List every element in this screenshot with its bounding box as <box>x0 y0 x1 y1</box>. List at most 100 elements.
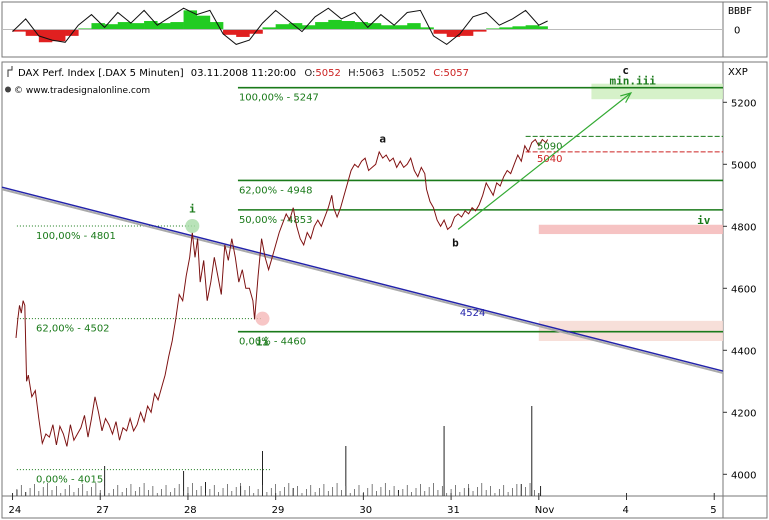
oscillator-bar-negative <box>446 29 461 37</box>
close-value: 5057 <box>444 68 469 79</box>
downtrend-line: 4524 <box>1 186 724 375</box>
oscillator-bar-positive <box>144 21 158 30</box>
x-axis: 24 27 28 29 30 31 Nov 4 5 <box>9 505 717 516</box>
oscillator-bar-negative <box>473 29 487 32</box>
oscillator-bar-positive <box>354 22 369 30</box>
open-value: 5052 <box>315 68 340 79</box>
y-tick-label: 5200 <box>731 98 756 109</box>
unit-label: XXP <box>728 67 748 78</box>
low-label: L: <box>392 68 401 79</box>
oscillator-bar-positive <box>380 25 395 30</box>
oscillator-bar-negative <box>25 29 40 36</box>
instrument-name: DAX Perf. Index [.DAX 5 Minuten] <box>18 68 184 79</box>
left-fib-label: 62,00% - 4502 <box>36 324 110 335</box>
x-tick-marks <box>12 493 715 500</box>
y-tick-label: 4200 <box>731 408 756 419</box>
high-value: 5063 <box>359 68 384 79</box>
wave-label: c <box>622 64 629 77</box>
oscillator-bar-positive <box>394 25 408 30</box>
y-tick-label: 4800 <box>731 222 756 233</box>
chart-type-icon <box>7 66 13 77</box>
oscillator-bar-positive <box>407 23 421 30</box>
downtrend-label: 4524 <box>460 308 485 319</box>
oscillator-bar-positive <box>130 23 145 30</box>
recent-level-label: 5090 <box>537 141 562 152</box>
arrow-head-icon <box>620 92 633 103</box>
oscillator-bar-positive <box>170 22 184 30</box>
recent-levels: 5090 5040 <box>525 135 723 165</box>
oscillator-bar-negative <box>459 29 474 36</box>
wave-markers <box>185 218 270 326</box>
x-tick-label: 31 <box>447 505 460 516</box>
source-bullet-icon <box>5 86 11 93</box>
arrow-shaft <box>457 92 632 230</box>
wave-label: a <box>379 133 386 146</box>
x-tick-label: Nov <box>535 505 555 516</box>
open-label: O: <box>304 68 315 79</box>
wave-label: min.iii <box>609 74 656 87</box>
oscillator-bar-positive <box>104 24 119 30</box>
oscillator-bar-negative <box>38 29 53 43</box>
wave-ii-marker <box>255 311 270 326</box>
fib-level-label: 50,00% - 4853 <box>239 215 313 226</box>
x-tick-label: 24 <box>9 505 22 516</box>
x-tick-label: 30 <box>359 505 372 516</box>
price-series-shadow <box>15 139 548 447</box>
fib-level-label: 100,00% - 5247 <box>239 93 319 104</box>
wave-label: b <box>452 236 459 249</box>
price-axis-panel <box>722 61 768 497</box>
y-tick-label: 4400 <box>731 346 756 357</box>
y-tick-label: 5000 <box>731 160 756 171</box>
corner-panel <box>722 495 768 519</box>
oscillator-histogram <box>12 10 548 43</box>
oscillator-bar-positive <box>512 26 526 30</box>
y-tick-label: 4600 <box>731 284 756 295</box>
oscillator-bar-positive <box>91 23 105 30</box>
oscillator-axis-panel <box>722 1 768 58</box>
oscillator-bar-positive <box>499 27 513 30</box>
high-label: H: <box>348 68 359 79</box>
x-tick-label: 5 <box>710 505 716 516</box>
oscillator-bar-positive <box>315 22 329 30</box>
oscillator-bar-positive <box>301 25 316 30</box>
oscillator-bar-negative <box>51 29 66 42</box>
oscillator-bar-positive <box>262 27 276 30</box>
oscillator-bar-positive <box>420 27 434 30</box>
oscillator-bar-positive <box>328 19 342 30</box>
wave-label: i <box>189 202 196 215</box>
x-tick-label: 4 <box>623 505 629 516</box>
x-tick-label: 27 <box>96 505 109 516</box>
chart-header: DAX Perf. Index [.DAX 5 Minuten] 03.11.2… <box>5 66 469 96</box>
oscillator-bar-positive <box>525 25 540 30</box>
oscillator-bar-positive <box>183 10 198 30</box>
downtrend-line <box>1 186 724 372</box>
left-fibonacci-levels: 100,00% - 4801 62,00% - 4502 0,00% - 4015 <box>16 225 272 486</box>
x-tick-label: 29 <box>272 505 285 516</box>
oscillator-bar-positive <box>196 15 211 30</box>
oscillator-bar-positive <box>367 23 382 30</box>
recent-level-label: 5040 <box>537 154 562 165</box>
oscillator-label: BBBF <box>728 6 752 17</box>
oscillator-bar-positive <box>117 22 132 30</box>
left-fib-label: 100,00% - 4801 <box>36 231 116 242</box>
wave-label: iv <box>697 214 711 227</box>
oscillator-bar-positive <box>538 26 548 30</box>
oscillator-bar-negative <box>433 29 448 34</box>
low-value: 5052 <box>401 68 426 79</box>
downtrend-shadow <box>1 188 724 375</box>
oscillator-bar-positive <box>78 28 92 30</box>
oscillator-bar-positive <box>341 21 355 30</box>
fibonacci-levels: 100,00% - 5247 62,00% - 4948 50,00% - 4853… <box>237 86 723 348</box>
oscillator-line <box>12 7 548 46</box>
oscillator-zero-tick: 0 <box>734 26 740 37</box>
fib-level-label: 62,00% - 4948 <box>239 185 313 196</box>
oscillator-bar-positive <box>157 23 171 30</box>
x-tick-label: 28 <box>184 505 197 516</box>
source-credit: © www.tradesignalonline.com <box>14 86 150 96</box>
oscillator-bar-negative <box>12 29 26 32</box>
oscillator-bar-negative <box>65 29 79 36</box>
target-zone-1 <box>538 224 723 235</box>
wave-i-marker <box>185 218 200 233</box>
left-fib-label: 0,00% - 4015 <box>36 475 103 486</box>
